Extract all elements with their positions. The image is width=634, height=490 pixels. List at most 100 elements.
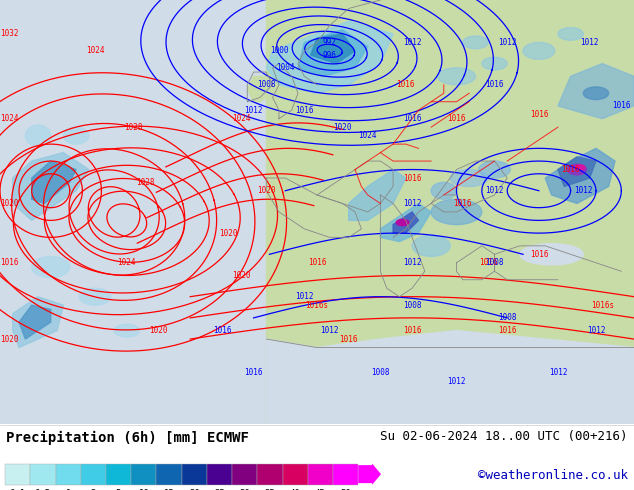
Text: 45: 45	[315, 489, 326, 490]
Polygon shape	[266, 21, 393, 93]
Polygon shape	[13, 297, 63, 347]
Polygon shape	[380, 203, 431, 242]
Bar	[232, 464, 257, 485]
Bar	[157, 464, 181, 485]
Text: 0.1: 0.1	[10, 489, 26, 490]
Text: 1024: 1024	[358, 131, 377, 140]
Bar	[5, 464, 30, 485]
Bar	[0, 0, 266, 424]
Text: 1012: 1012	[320, 326, 339, 335]
Text: 1016: 1016	[339, 335, 358, 343]
Text: 1012: 1012	[580, 38, 599, 47]
Text: 1020: 1020	[0, 335, 19, 343]
Text: 1016: 1016	[403, 114, 422, 123]
Ellipse shape	[558, 27, 583, 40]
Ellipse shape	[567, 164, 586, 175]
Text: 1016: 1016	[485, 80, 504, 89]
Polygon shape	[19, 305, 51, 339]
Text: 1016: 1016	[244, 368, 263, 377]
Text: 1020: 1020	[149, 326, 168, 335]
Text: 1024: 1024	[231, 114, 250, 123]
Text: 1012: 1012	[447, 377, 466, 386]
Text: 25: 25	[214, 489, 225, 490]
Text: 1008: 1008	[498, 314, 517, 322]
Polygon shape	[311, 34, 355, 64]
Text: 1000: 1000	[269, 47, 288, 55]
Ellipse shape	[396, 220, 409, 226]
Bar	[181, 464, 207, 485]
Ellipse shape	[463, 36, 488, 49]
Polygon shape	[349, 170, 406, 220]
Text: 1016: 1016	[403, 173, 422, 182]
Text: 1016: 1016	[295, 106, 314, 115]
Text: 1016: 1016	[307, 258, 327, 267]
Text: 1012: 1012	[403, 38, 422, 47]
Polygon shape	[32, 161, 76, 203]
Text: 1028: 1028	[136, 178, 155, 187]
Text: 1016s: 1016s	[306, 301, 328, 310]
Bar	[30, 464, 56, 485]
Text: ©weatheronline.co.uk: ©weatheronline.co.uk	[477, 469, 628, 482]
Text: 1008: 1008	[371, 368, 390, 377]
Text: 1024: 1024	[0, 114, 19, 123]
Text: 1016: 1016	[498, 326, 517, 335]
Ellipse shape	[520, 244, 583, 265]
Text: 1012: 1012	[295, 292, 314, 301]
Ellipse shape	[63, 127, 89, 144]
Text: 35: 35	[264, 489, 275, 490]
Bar	[257, 464, 283, 485]
Polygon shape	[545, 148, 615, 203]
Text: 1020: 1020	[0, 199, 19, 208]
Bar	[266, 0, 634, 424]
Text: 1024: 1024	[86, 47, 105, 55]
Text: 1008: 1008	[403, 301, 422, 310]
Bar	[106, 464, 131, 485]
Ellipse shape	[79, 288, 111, 305]
Text: Su 02-06-2024 18..00 UTC (00+216): Su 02-06-2024 18..00 UTC (00+216)	[380, 431, 628, 443]
Text: 1028: 1028	[124, 122, 143, 132]
Text: 1016: 1016	[529, 250, 548, 259]
Ellipse shape	[437, 68, 476, 85]
Text: 1008: 1008	[485, 258, 504, 267]
Bar	[333, 464, 358, 485]
Text: 1020: 1020	[257, 186, 276, 195]
Text: 1016: 1016	[529, 110, 548, 119]
Bar	[81, 464, 106, 485]
Bar	[131, 464, 157, 485]
Polygon shape	[13, 152, 89, 220]
Ellipse shape	[431, 199, 482, 224]
Text: 1012: 1012	[485, 186, 504, 195]
Text: 1016: 1016	[403, 326, 422, 335]
Ellipse shape	[412, 235, 450, 256]
Bar	[283, 464, 307, 485]
Text: 1012: 1012	[586, 326, 605, 335]
Text: 1: 1	[65, 489, 71, 490]
Text: 1020: 1020	[333, 122, 352, 132]
FancyArrow shape	[358, 464, 381, 485]
Text: 1012: 1012	[403, 199, 422, 208]
Text: 1024: 1024	[117, 258, 136, 267]
Text: 20: 20	[189, 489, 200, 490]
Text: 10: 10	[138, 489, 149, 490]
Text: 1016: 1016	[561, 165, 580, 174]
Text: 1004: 1004	[276, 63, 295, 73]
Text: 30: 30	[239, 489, 250, 490]
Text: 1008: 1008	[257, 80, 276, 89]
Ellipse shape	[479, 161, 510, 178]
Polygon shape	[266, 331, 634, 424]
Ellipse shape	[576, 165, 585, 170]
Text: 1012: 1012	[574, 186, 593, 195]
Bar	[307, 464, 333, 485]
Text: 1020: 1020	[231, 271, 250, 280]
Ellipse shape	[583, 87, 609, 99]
Text: 1020: 1020	[219, 229, 238, 238]
Text: 1016: 1016	[453, 199, 472, 208]
Polygon shape	[273, 64, 298, 119]
Ellipse shape	[450, 170, 488, 187]
Text: 1012: 1012	[548, 368, 567, 377]
Text: 40: 40	[290, 489, 301, 490]
Text: 1012: 1012	[498, 38, 517, 47]
Ellipse shape	[523, 43, 555, 59]
Polygon shape	[558, 64, 634, 119]
Bar	[207, 464, 232, 485]
